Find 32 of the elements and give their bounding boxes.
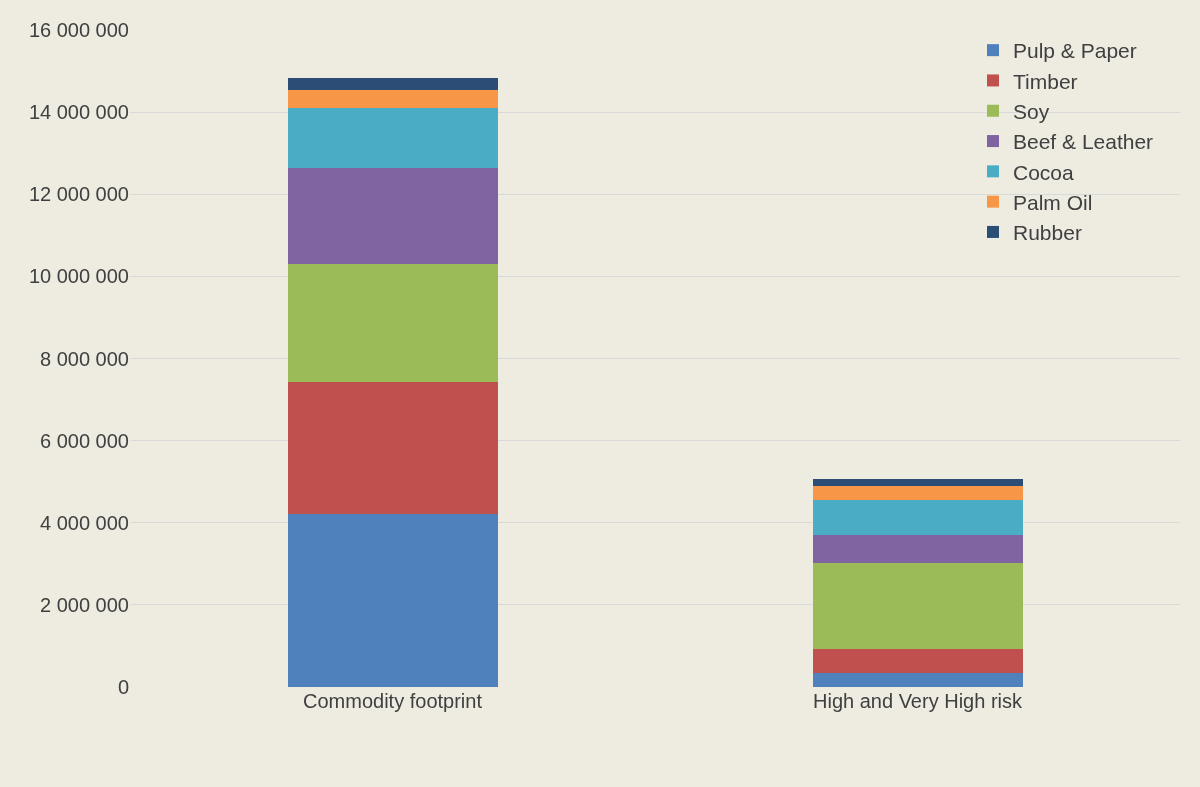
legend-label: Rubber bbox=[1013, 221, 1082, 245]
bar bbox=[287, 107, 498, 168]
x-tick-label: Commodity footprint bbox=[303, 690, 483, 712]
bar bbox=[812, 485, 1023, 501]
legend-label: Pulp & Paper bbox=[1013, 39, 1137, 63]
bar bbox=[287, 513, 498, 687]
bar bbox=[812, 649, 1023, 673]
bar bbox=[812, 534, 1023, 564]
y-tick-label: 4 000 000 bbox=[40, 511, 129, 534]
legend-label: Beef & Leather bbox=[1013, 130, 1154, 154]
bar bbox=[287, 381, 498, 514]
y-tick-label: 10 000 000 bbox=[28, 265, 129, 288]
y-tick-label: 12 000 000 bbox=[28, 183, 129, 206]
bar bbox=[287, 90, 498, 108]
bar bbox=[812, 672, 1023, 687]
y-tick-label: 16 000 000 bbox=[28, 19, 129, 41]
y-tick-label: 0 bbox=[117, 676, 129, 698]
legend-label: Timber bbox=[1013, 69, 1078, 93]
legend-label: Cocoa bbox=[1013, 160, 1075, 184]
bar bbox=[812, 478, 1023, 486]
y-tick-label: 2 000 000 bbox=[40, 593, 129, 616]
bar bbox=[812, 563, 1023, 650]
y-tick-label: 6 000 000 bbox=[40, 429, 129, 452]
x-tick-label: High and Very High risk bbox=[813, 690, 1023, 712]
bar bbox=[287, 167, 498, 264]
bar bbox=[287, 77, 498, 91]
y-tick-label: 14 000 000 bbox=[28, 101, 129, 124]
y-tick-label: 8 000 000 bbox=[40, 347, 129, 370]
legend-label: Palm Oil bbox=[1013, 190, 1093, 214]
bar bbox=[287, 263, 498, 382]
legend-label: Soy bbox=[1013, 99, 1050, 123]
bar bbox=[812, 500, 1023, 535]
